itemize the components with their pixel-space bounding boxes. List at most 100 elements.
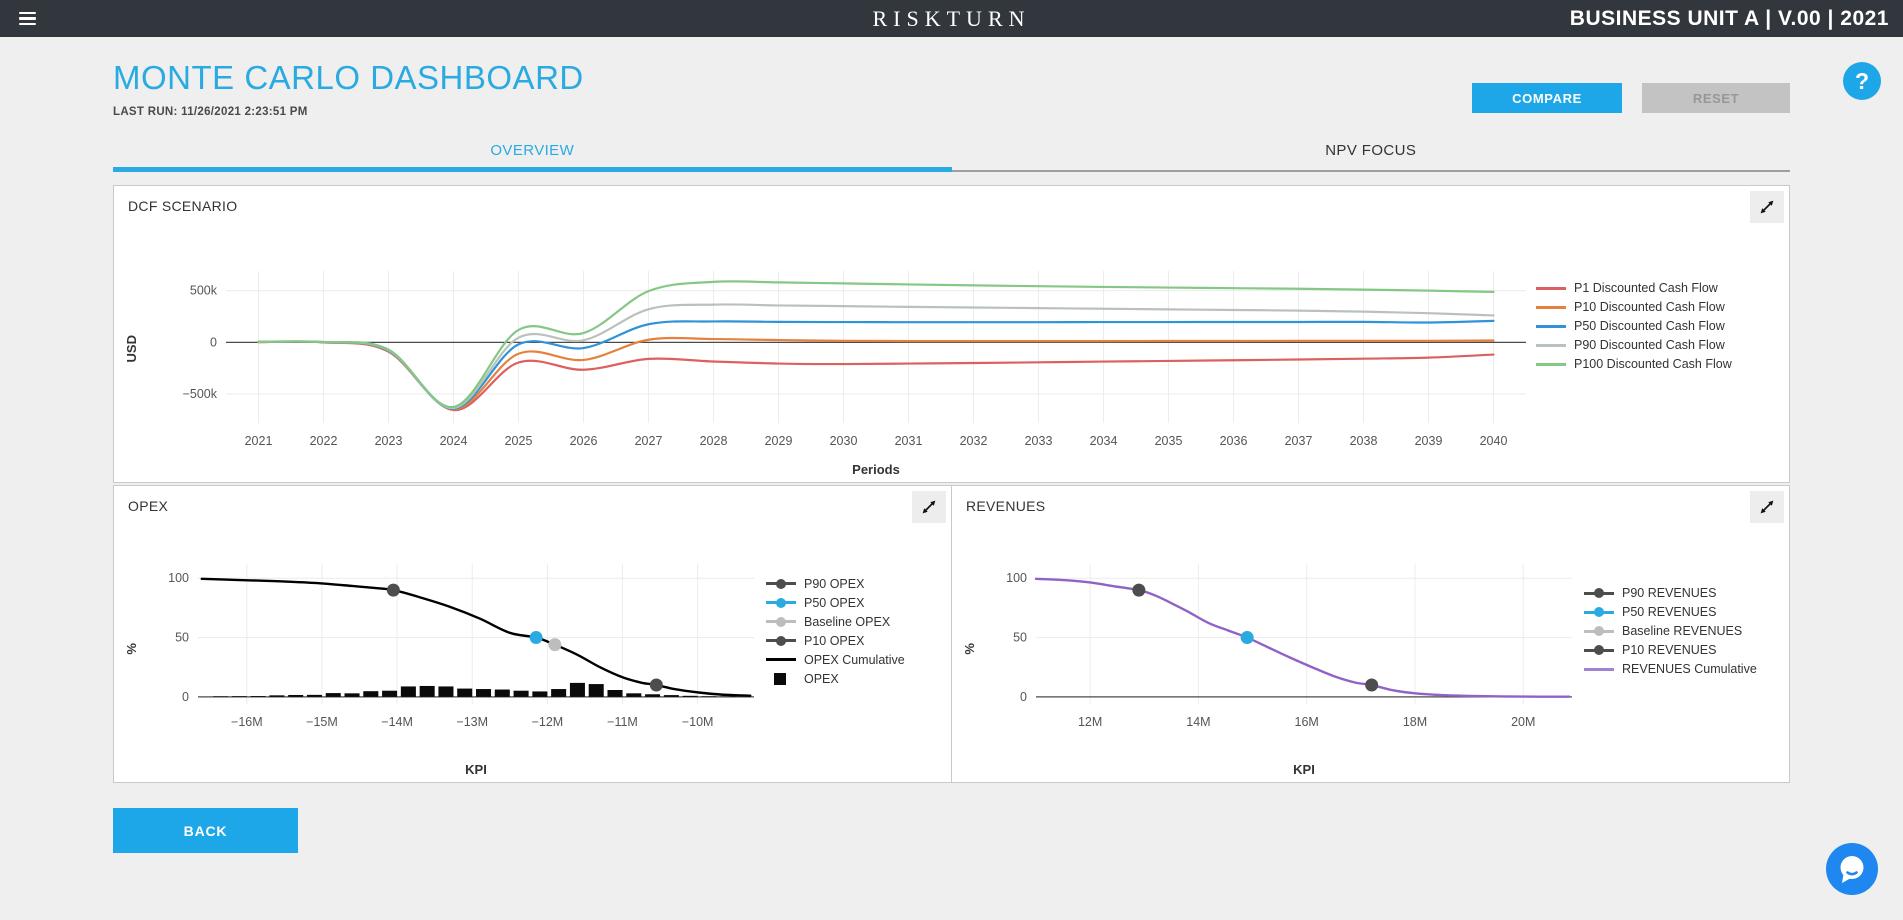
legend-item[interactable]: OPEX Cumulative [766,652,946,668]
legend-item[interactable]: P1 Discounted Cash Flow [1536,280,1786,296]
legend-swatch-icon [1536,357,1566,371]
expand-button[interactable] [1750,191,1784,223]
legend-label: P50 Discounted Cash Flow [1574,319,1725,333]
legend-swatch-icon [1536,319,1566,333]
legend-item[interactable]: P50 Discounted Cash Flow [1536,318,1786,334]
legend-label: P90 Discounted Cash Flow [1574,338,1725,352]
legend-swatch-icon [1536,281,1566,295]
legend-swatch-icon [766,672,796,686]
svg-text:−12M: −12M [532,715,564,729]
svg-text:2021: 2021 [245,434,273,448]
legend-label: P10 Discounted Cash Flow [1574,300,1725,314]
legend-item[interactable]: P90 OPEX [766,576,946,592]
legend-label: P1 Discounted Cash Flow [1574,281,1718,295]
dcf-legend: P1 Discounted Cash Flow P10 Discounted Ca… [1536,280,1786,372]
legend-swatch-icon [766,653,796,667]
legend-swatch-icon [766,615,796,629]
legend-swatch-icon [1584,605,1614,619]
svg-text:14M: 14M [1186,715,1210,729]
svg-text:2029: 2029 [765,434,793,448]
legend-item[interactable]: Baseline OPEX [766,614,946,630]
svg-text:2026: 2026 [570,434,598,448]
svg-text:KPI: KPI [1293,762,1315,777]
chat-bubble-icon [1840,856,1864,883]
back-button[interactable]: BACK [113,808,298,853]
reset-button[interactable]: RESET [1642,83,1790,113]
svg-text:0: 0 [1020,690,1027,704]
panel-title: REVENUES [966,498,1046,514]
svg-text:100: 100 [168,571,189,585]
svg-text:2031: 2031 [895,434,923,448]
legend-swatch-icon [1584,662,1614,676]
legend-item[interactable]: REVENUES Cumulative [1584,661,1784,677]
legend-item[interactable]: P90 Discounted Cash Flow [1536,337,1786,353]
legend-swatch-icon [1536,338,1566,352]
bottom-panel-row: OPEX % −16M −15M −14M −13M −12M −11M −10M 0 50 10… [113,485,1790,783]
tab-npv-focus[interactable]: NPV FOCUS [951,142,1791,172]
svg-text:18M: 18M [1403,715,1427,729]
svg-text:2040: 2040 [1480,434,1508,448]
svg-text:−10M: −10M [682,715,714,729]
legend-swatch-icon [1536,300,1566,314]
legend-label: OPEX Cumulative [804,652,905,667]
legend-label: P100 Discounted Cash Flow [1574,357,1732,371]
menu-icon[interactable] [15,6,40,31]
dcf-scenario-panel: DCF SCENARIO USD 2021 2022 2023 2024 2025 202… [113,185,1790,483]
svg-text:100: 100 [1006,571,1027,585]
legend-label: REVENUES Cumulative [1622,662,1757,676]
chat-fab-button[interactable] [1826,843,1878,895]
expand-icon [1760,200,1774,214]
expand-button[interactable] [1750,491,1784,523]
svg-text:0: 0 [210,335,217,349]
svg-text:2035: 2035 [1155,434,1183,448]
svg-text:2022: 2022 [310,434,338,448]
legend-item[interactable]: P50 REVENUES [1584,604,1784,620]
y-axis-title: % [124,643,139,655]
tab-overview[interactable]: OVERVIEW [113,142,952,172]
panel-title: OPEX [128,498,169,514]
svg-text:2038: 2038 [1350,434,1378,448]
svg-text:2027: 2027 [635,434,663,448]
revenues-chart: 12M 14M 16M 18M 20M 0 50 100 KPI [1006,564,1572,777]
compare-button[interactable]: COMPARE [1472,83,1622,113]
legend-swatch-icon [1584,624,1614,638]
svg-text:20M: 20M [1511,715,1535,729]
legend-item[interactable]: P50 OPEX [766,595,946,611]
legend-swatch-icon [766,577,796,591]
page-title: MONTE CARLO DASHBOARD [113,59,584,96]
legend-item[interactable]: OPEX [766,671,946,687]
legend-label: P10 REVENUES [1622,643,1717,657]
y-axis-title: USD [124,335,139,363]
legend-swatch-icon [1584,643,1614,657]
svg-text:2037: 2037 [1285,434,1313,448]
svg-text:2036: 2036 [1220,434,1248,448]
legend-item[interactable]: P10 OPEX [766,633,946,649]
brand-logo: RISKTURN [872,5,1031,31]
expand-button[interactable] [912,491,946,523]
svg-text:−16M: −16M [231,715,263,729]
svg-text:2030: 2030 [830,434,858,448]
revenues-legend: P90 REVENUES P50 REVENUES Baseline REVENUE… [1584,585,1784,677]
legend-label: P50 REVENUES [1622,605,1717,619]
legend-item[interactable]: P10 REVENUES [1584,642,1784,658]
svg-text:2032: 2032 [960,434,988,448]
legend-item[interactable]: Baseline REVENUES [1584,623,1784,639]
legend-label: P10 OPEX [804,633,865,648]
svg-text:16M: 16M [1295,715,1319,729]
svg-text:2024: 2024 [440,434,468,448]
legend-label: Baseline REVENUES [1622,624,1743,638]
svg-text:Periods: Periods [852,462,900,477]
dcf-chart: 2021 2022 2023 2024 2025 2026 2027 2028 2029 2030… [183,271,1526,477]
legend-item[interactable]: P100 Discounted Cash Flow [1536,356,1786,372]
help-button[interactable]: ? [1843,62,1881,100]
svg-text:0: 0 [182,690,189,704]
opex-legend: P90 OPEX P50 OPEX Baseline OPEX P10 OPEX OPE… [766,576,946,687]
revenues-panel: REVENUES % 12M 14M 16M 18M 20M 0 50 100 KPI P90 … [952,485,1790,783]
y-axis-title: % [962,643,977,655]
svg-text:500k: 500k [190,284,218,298]
svg-text:2023: 2023 [375,434,403,448]
legend-item[interactable]: P10 Discounted Cash Flow [1536,299,1786,315]
opex-chart: −16M −15M −14M −13M −12M −11M −10M 0 50 100 KPI [168,564,754,777]
svg-text:12M: 12M [1078,715,1102,729]
legend-item[interactable]: P90 REVENUES [1584,585,1784,601]
